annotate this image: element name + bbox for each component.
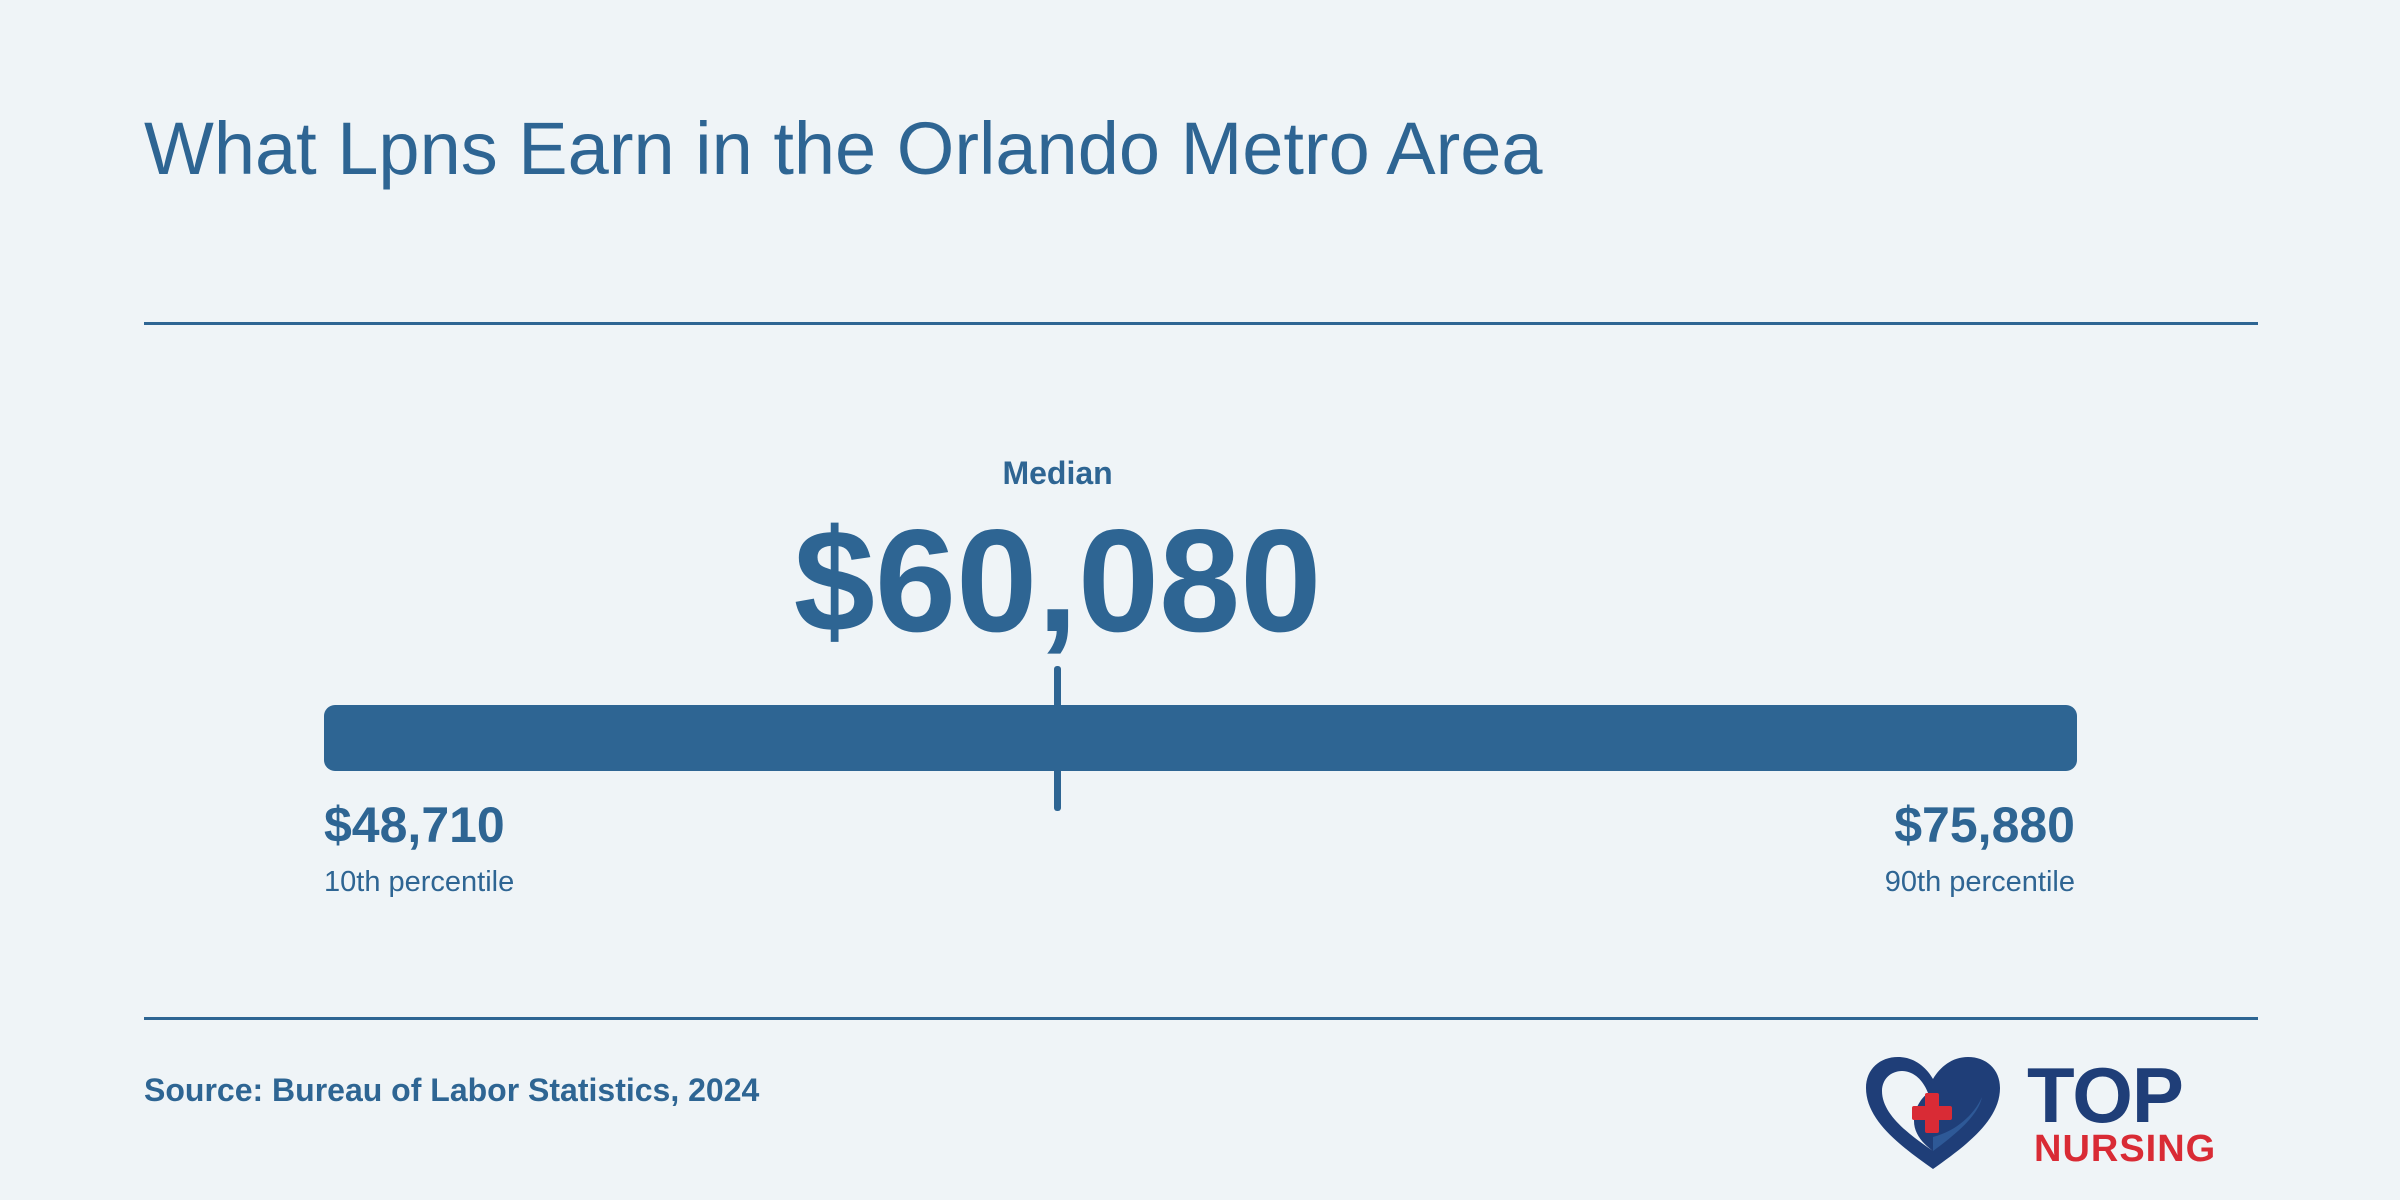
- median-marker: [1054, 666, 1062, 811]
- source-citation: Source: Bureau of Labor Statistics, 2024: [144, 1072, 760, 1108]
- top-divider: [144, 322, 2258, 325]
- high-percentile-label: 90th percentile: [1884, 866, 2075, 898]
- top-nursing-logo: TOP NURSING: [1862, 1052, 2262, 1172]
- median-value-text: $60,080: [793, 499, 1322, 662]
- page-title: What Lpns Earn in the Orlando Metro Area: [144, 107, 1543, 190]
- logo-word-top: TOP: [2027, 1051, 2184, 1139]
- salary-range-bar: [324, 705, 2077, 771]
- low-percentile-value: $48,710: [324, 797, 505, 853]
- heart-cross-icon: [1866, 1057, 2000, 1169]
- bottom-divider: [144, 1017, 2258, 1020]
- logo-word-nursing: NURSING: [2034, 1128, 2217, 1170]
- high-percentile-value: $75,880: [1894, 797, 2075, 853]
- median-label-text: Median: [1002, 455, 1113, 491]
- low-percentile-label: 10th percentile: [324, 866, 515, 898]
